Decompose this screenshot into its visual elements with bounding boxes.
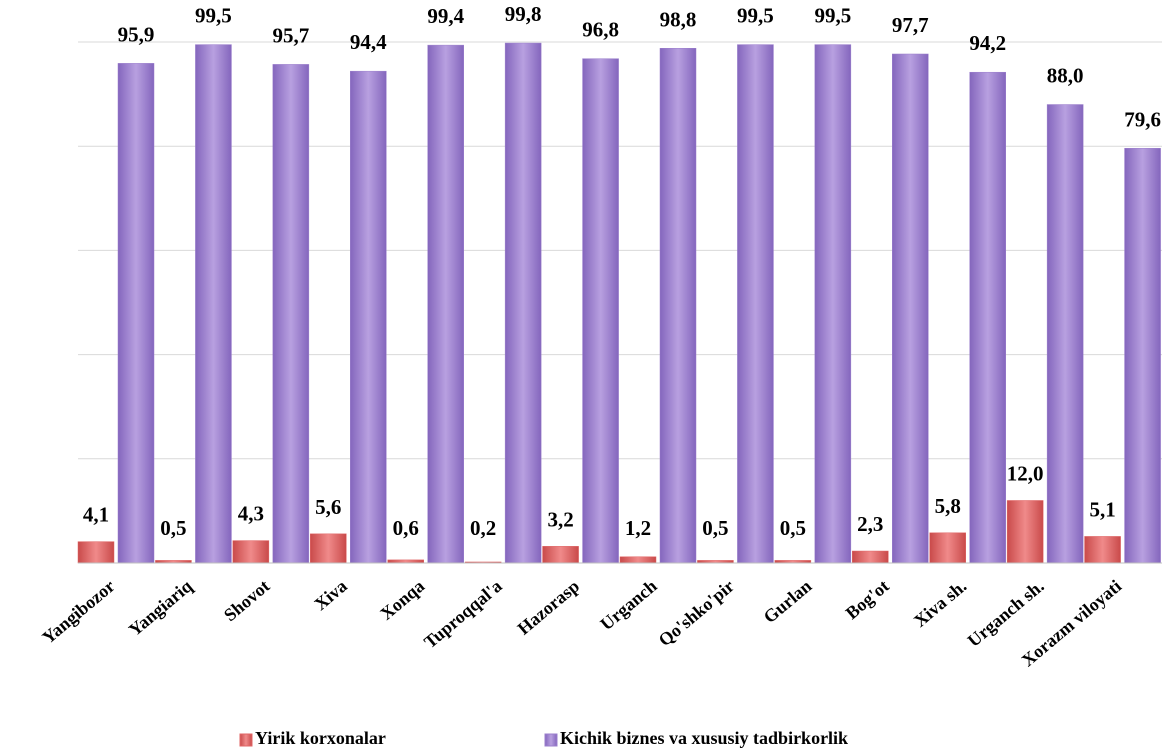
value-label: 99,8 [505,2,542,26]
value-label: 99,5 [195,4,232,28]
bar [504,42,542,564]
bar [195,44,232,564]
bar [427,44,464,564]
x-tick-label: Shovot [220,576,273,625]
value-label: 94,2 [969,31,1006,55]
bar [929,532,966,564]
bar [659,48,697,564]
bar [1084,536,1121,564]
bar [272,64,310,564]
bar [1046,104,1084,564]
value-label: 96,8 [582,18,619,42]
value-label: 2,3 [857,512,883,536]
bar [542,546,579,564]
legend-label: Kichik biznes va xususiy tadbirkorlik [560,728,848,748]
value-label: 0,6 [393,516,419,540]
value-label: 0,5 [702,516,728,540]
value-label: 3,2 [547,507,573,531]
value-label: 0,5 [160,516,186,540]
x-tick-label: Gurlan [760,576,816,627]
value-label: 79,6 [1124,107,1161,131]
value-label: 97,7 [892,13,929,37]
value-label: 1,2 [625,516,651,540]
value-label: 99,5 [737,4,774,28]
x-tick-label: Xiva [310,576,350,614]
bar [1006,500,1044,564]
bar [892,53,929,564]
bar [619,556,657,564]
legend-swatch [239,733,253,747]
value-label: 0,2 [470,516,496,540]
value-label: 4,3 [238,502,264,526]
value-label: 5,1 [1089,497,1115,521]
value-label: 5,8 [935,494,961,518]
x-tick-label: Hazorasp [514,576,584,639]
bar [117,63,155,564]
value-label: 95,9 [118,22,155,46]
value-label: 5,6 [315,495,341,519]
x-tick-label: Xiva sh. [910,576,970,631]
value-label: 88,0 [1047,64,1084,88]
bar [1124,148,1161,564]
bar [77,541,115,564]
x-tick-label: Qo'shko'pir [655,576,738,650]
value-label: 12,0 [1007,461,1044,485]
x-tick-label: Xonqa [376,576,428,624]
value-label: 98,8 [660,7,697,31]
bar [350,70,387,564]
bar [814,44,852,564]
bar [852,550,889,564]
value-label: 4,1 [83,503,109,527]
legend-label: Yirik korxonalar [255,728,386,748]
x-tick-label: Tuproqqal'a [420,576,506,652]
value-label: 99,5 [814,4,851,28]
x-tick-label: Urganch [596,576,660,634]
value-label: 0,5 [780,516,806,540]
bar [737,44,774,564]
bar [310,533,347,564]
bar [969,71,1006,564]
value-label: 99,4 [427,4,464,28]
bar [232,540,270,564]
x-tick-label: Bog'ot [842,576,893,623]
x-tick-label: Yangibozor [38,576,118,648]
value-label: 94,4 [350,30,387,54]
x-tick-label: Yangiariq [125,576,196,640]
value-label: 95,7 [272,23,309,47]
legend-swatch [544,733,558,747]
bar [582,58,619,564]
